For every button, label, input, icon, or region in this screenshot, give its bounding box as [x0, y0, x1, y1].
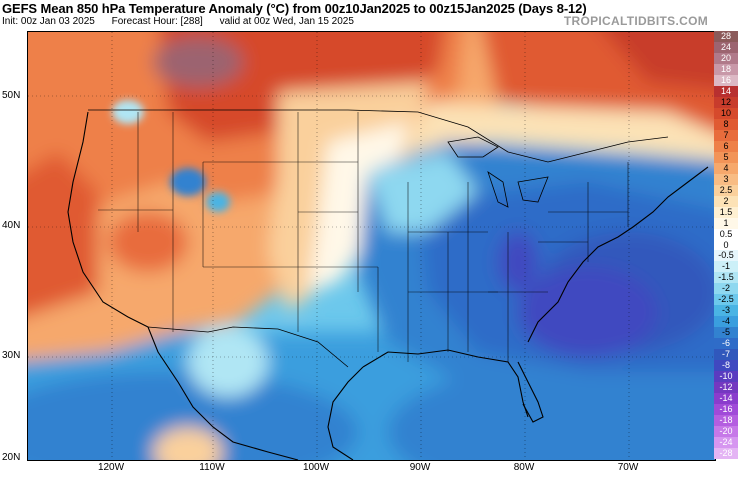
colorbar-cell: 5 [714, 151, 738, 163]
colorbar-cell: 12 [714, 96, 738, 108]
colorbar-cell: -20 [714, 426, 738, 438]
colorbar-cell: -16 [714, 404, 738, 416]
lon-label-110w: 110W [199, 462, 225, 473]
anomaly-map [27, 31, 716, 461]
colorbar-cell: 4 [714, 162, 738, 174]
colorbar-cell: 16 [714, 74, 738, 86]
colorbar-cell: 10 [714, 107, 738, 119]
colorbar-cell: -12 [714, 382, 738, 394]
colorbar-cell: -14 [714, 393, 738, 405]
colorbar-cell: 0.5 [714, 228, 738, 240]
colorbar-cell: -4 [714, 316, 738, 328]
lat-label-40n: 40N [2, 220, 21, 231]
colorbar-cell: -7 [714, 349, 738, 361]
colorbar-cell: -24 [714, 437, 738, 449]
forecast-hour: Forecast Hour: [288] [111, 16, 203, 27]
lon-label-100w: 100W [302, 462, 330, 473]
colorbar-cell: 2.5 [714, 184, 738, 196]
colorbar-cell: 1.5 [714, 206, 738, 218]
colorbar-cell: 8 [714, 118, 738, 130]
colorbar-cell: 24 [714, 41, 738, 53]
colorbar-cell: -6 [714, 338, 738, 350]
colorbar-cell: 2 [714, 195, 738, 207]
colorbar-cell: -1.5 [714, 272, 738, 284]
lon-label-80w: 80W [513, 462, 535, 473]
colorbar-cell: 6 [714, 140, 738, 152]
lon-label-70w: 70W [617, 462, 639, 473]
brand-watermark: TROPICALTIDBITS.COM [563, 14, 708, 28]
lat-label-50n: 50N [2, 90, 21, 101]
anomaly-field [28, 32, 715, 460]
colorbar-cell: -0.5 [714, 250, 738, 262]
lon-label-90w: 90W [409, 462, 431, 473]
colorbar-cell: 7 [714, 129, 738, 141]
colorbar-cell: -1 [714, 261, 738, 273]
colorbar: 28 24 20 18 16 14 12 10 8 7 6 5 4 3 2.5 2 1.5 1 0.5 0 -0.5 -1… [714, 31, 738, 459]
colorbar-cell: 18 [714, 63, 738, 75]
map-title: GEFS Mean 850 hPa Temperature Anomaly (°… [2, 1, 587, 16]
colorbar-cell: -18 [714, 415, 738, 427]
colorbar-cell: 14 [714, 85, 738, 97]
valid-time: valid at 00z Wed, Jan 15 2025 [219, 16, 354, 27]
lon-label-120w: 120W [97, 462, 125, 473]
lat-label-30n: 30N [2, 350, 21, 361]
colorbar-cell: 3 [714, 173, 738, 185]
colorbar-cell: -2.5 [714, 294, 738, 306]
colorbar-cell: 0 [714, 239, 738, 251]
colorbar-cell: -5 [714, 327, 738, 339]
graticule [28, 32, 715, 460]
colorbar-cell: -8 [714, 360, 738, 372]
lat-label-20n: 20N [2, 452, 21, 463]
coastlines [67, 111, 709, 460]
colorbar-cell: -3 [714, 305, 738, 317]
map-subtitle: Init: 00z Jan 03 2025 Forecast Hour: [28… [2, 16, 368, 27]
colorbar-cell: 20 [714, 52, 738, 64]
colorbar-cell: 28 [714, 31, 738, 42]
colorbar-cell: 1 [714, 217, 738, 229]
colorbar-cell: -2 [714, 283, 738, 295]
init-time: Init: 00z Jan 03 2025 [2, 16, 95, 27]
colorbar-cell: -28 [714, 448, 738, 459]
colorbar-cell: -10 [714, 371, 738, 383]
